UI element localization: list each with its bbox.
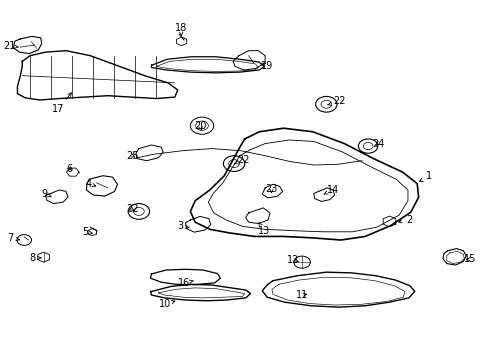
Text: 10: 10 xyxy=(158,299,175,309)
Text: 11: 11 xyxy=(295,290,307,300)
Text: 3: 3 xyxy=(177,221,189,231)
Text: 24: 24 xyxy=(371,139,384,149)
Text: 13: 13 xyxy=(258,223,270,236)
Text: 4: 4 xyxy=(85,179,96,189)
Text: 20: 20 xyxy=(193,121,206,131)
Text: 15: 15 xyxy=(464,254,476,264)
Text: 25: 25 xyxy=(125,151,138,161)
Text: 21: 21 xyxy=(3,41,18,51)
Text: 6: 6 xyxy=(67,163,73,174)
Text: 7: 7 xyxy=(7,233,20,243)
Text: 9: 9 xyxy=(41,189,51,199)
Text: 1: 1 xyxy=(419,171,431,181)
Text: 12: 12 xyxy=(286,255,299,265)
Text: 23: 23 xyxy=(264,184,277,194)
Text: 19: 19 xyxy=(260,61,272,71)
Text: 5: 5 xyxy=(82,227,92,237)
Text: 14: 14 xyxy=(324,185,339,195)
Text: 17: 17 xyxy=(51,93,71,114)
Text: 22: 22 xyxy=(234,156,249,165)
Text: 18: 18 xyxy=(174,23,186,36)
Text: 22: 22 xyxy=(327,96,345,107)
Text: 22: 22 xyxy=(125,204,138,214)
Text: 16: 16 xyxy=(178,278,193,288)
Text: 2: 2 xyxy=(398,215,411,225)
Text: 8: 8 xyxy=(29,253,41,263)
